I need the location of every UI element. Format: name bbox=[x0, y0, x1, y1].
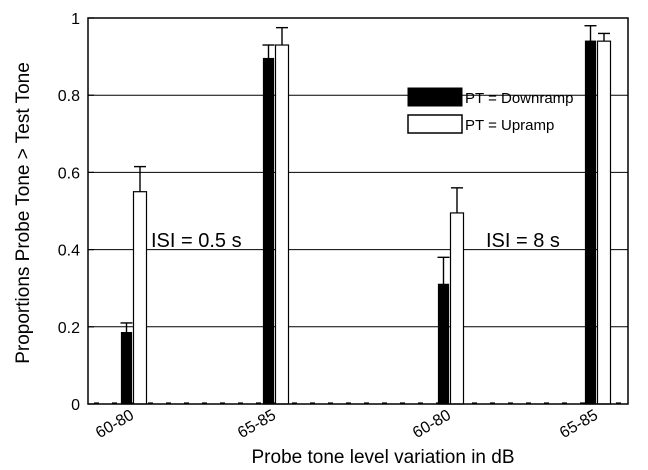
gridlines bbox=[88, 94, 628, 404]
bar-upramp bbox=[274, 44, 290, 405]
bar-downramp bbox=[584, 40, 597, 405]
y-tick-label: 1 bbox=[71, 11, 80, 28]
x-tick-label: 60-80 bbox=[93, 407, 137, 442]
x-tick-label: 65-85 bbox=[557, 407, 601, 442]
bar-upramp bbox=[449, 212, 465, 405]
bar-downramp bbox=[262, 57, 275, 405]
x-axis-title: Probe tone level variation in dB bbox=[252, 447, 515, 468]
bar-upramp bbox=[132, 191, 148, 405]
legend: PT = Downramp PT = Upramp bbox=[407, 87, 574, 134]
y-axis-title: Proportions Probe Tone > Test Tone bbox=[13, 62, 34, 364]
legend-label-downramp: PT = Downramp bbox=[465, 90, 574, 107]
y-tick-label: 0.2 bbox=[58, 320, 80, 337]
legend-swatch-downramp bbox=[407, 87, 463, 107]
bar-downramp bbox=[120, 331, 133, 405]
y-axis-ticks: 0 0.2 0.4 0.6 0.8 1 bbox=[58, 11, 94, 414]
y-tick-label: 0.6 bbox=[58, 165, 80, 182]
annotation-isi-8s: ISI = 8 s bbox=[486, 230, 560, 252]
bar-upramp bbox=[596, 40, 612, 405]
annotation-isi-0-5s: ISI = 0.5 s bbox=[151, 230, 242, 252]
y-tick-label: 0 bbox=[71, 397, 80, 414]
bar-downramp bbox=[437, 283, 450, 405]
x-tick-label: 60-80 bbox=[410, 407, 454, 442]
plot-frame bbox=[87, 17, 629, 405]
y-tick-label: 0.4 bbox=[58, 243, 80, 260]
legend-swatch-upramp bbox=[407, 114, 463, 134]
y-tick-label: 0.8 bbox=[58, 88, 80, 105]
x-tick-label: 65-85 bbox=[235, 407, 279, 442]
error-bars bbox=[120, 25, 610, 333]
legend-label-upramp: PT = Upramp bbox=[465, 117, 554, 134]
x-axis-categories: 60-80 65-85 60-80 65-85 bbox=[93, 407, 601, 442]
